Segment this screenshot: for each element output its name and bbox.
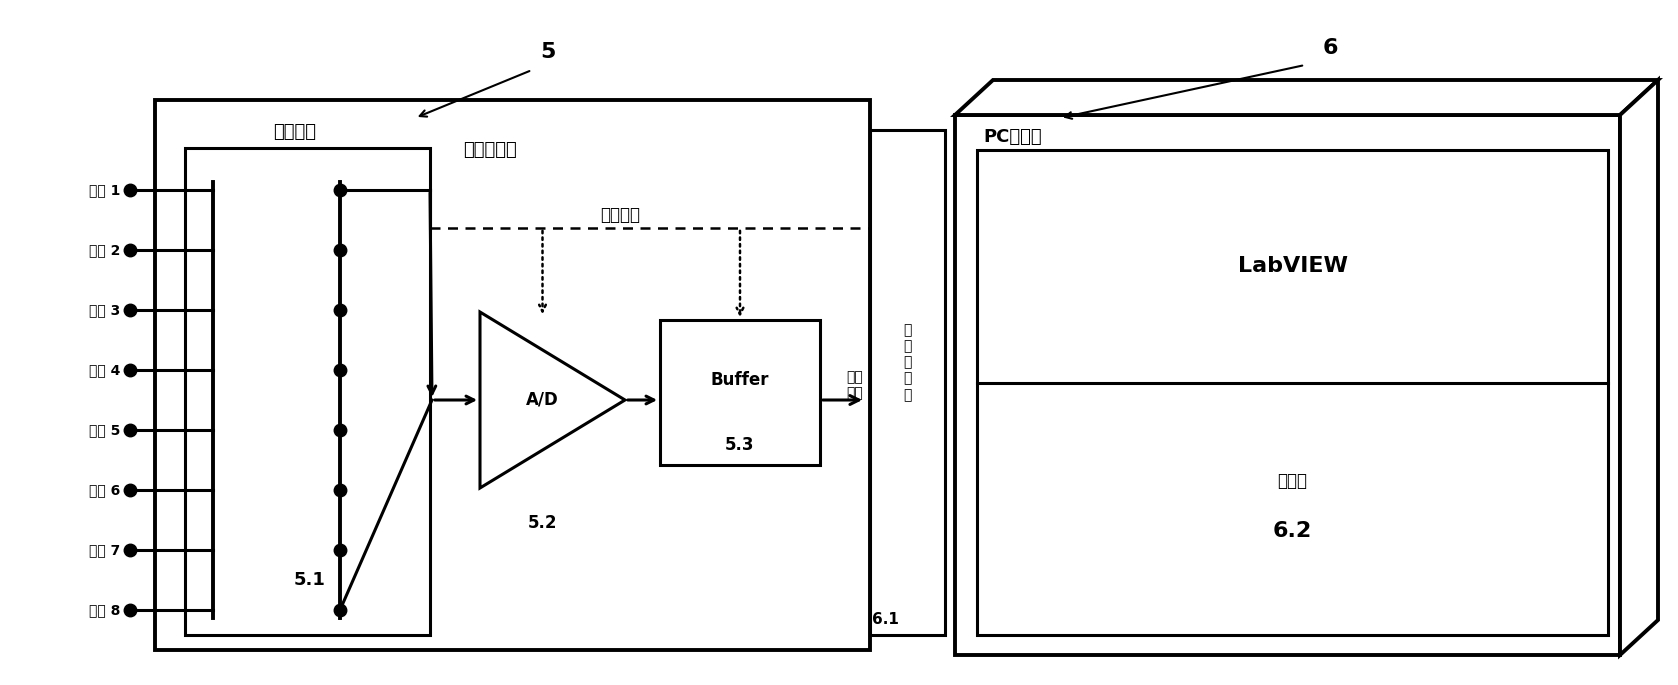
Text: 控制信号: 控制信号 — [601, 206, 639, 224]
Text: 通道 8: 通道 8 — [89, 603, 121, 617]
Text: 通道 2: 通道 2 — [89, 243, 121, 257]
Text: 5.2: 5.2 — [529, 514, 557, 532]
Polygon shape — [1619, 80, 1658, 655]
Text: 激励
信号: 激励 信号 — [847, 370, 864, 400]
Text: 多路开关: 多路开关 — [274, 123, 317, 141]
Text: PC计算机: PC计算机 — [983, 128, 1042, 146]
Text: 通道 7: 通道 7 — [89, 543, 121, 557]
Text: 6: 6 — [1322, 38, 1337, 58]
Polygon shape — [480, 312, 624, 488]
Text: 通道 1: 通道 1 — [89, 183, 121, 197]
Text: 6.1: 6.1 — [873, 612, 899, 627]
Text: 数据采集仪: 数据采集仪 — [463, 141, 517, 159]
Text: A/D: A/D — [527, 391, 559, 409]
Bar — [977, 150, 1608, 635]
Text: LabVIEW: LabVIEW — [1237, 256, 1347, 277]
Text: 5.3: 5.3 — [725, 436, 755, 454]
Text: 通道 4: 通道 4 — [89, 363, 121, 377]
Text: 5.1: 5.1 — [294, 571, 326, 589]
Text: 计
算
机
总
线: 计 算 机 总 线 — [903, 323, 911, 402]
Bar — [185, 148, 430, 635]
Text: 通道 3: 通道 3 — [89, 303, 121, 317]
Bar — [154, 100, 869, 650]
Text: 6.2: 6.2 — [1274, 521, 1312, 541]
Text: Buffer: Buffer — [711, 371, 769, 390]
Text: 5: 5 — [540, 42, 555, 62]
Text: 通道 5: 通道 5 — [89, 423, 121, 437]
Bar — [955, 115, 1619, 655]
Polygon shape — [955, 80, 1658, 115]
Text: 计算机: 计算机 — [1277, 472, 1307, 490]
Bar — [869, 130, 945, 635]
Text: 通道 6: 通道 6 — [89, 483, 121, 497]
Bar — [659, 320, 821, 465]
